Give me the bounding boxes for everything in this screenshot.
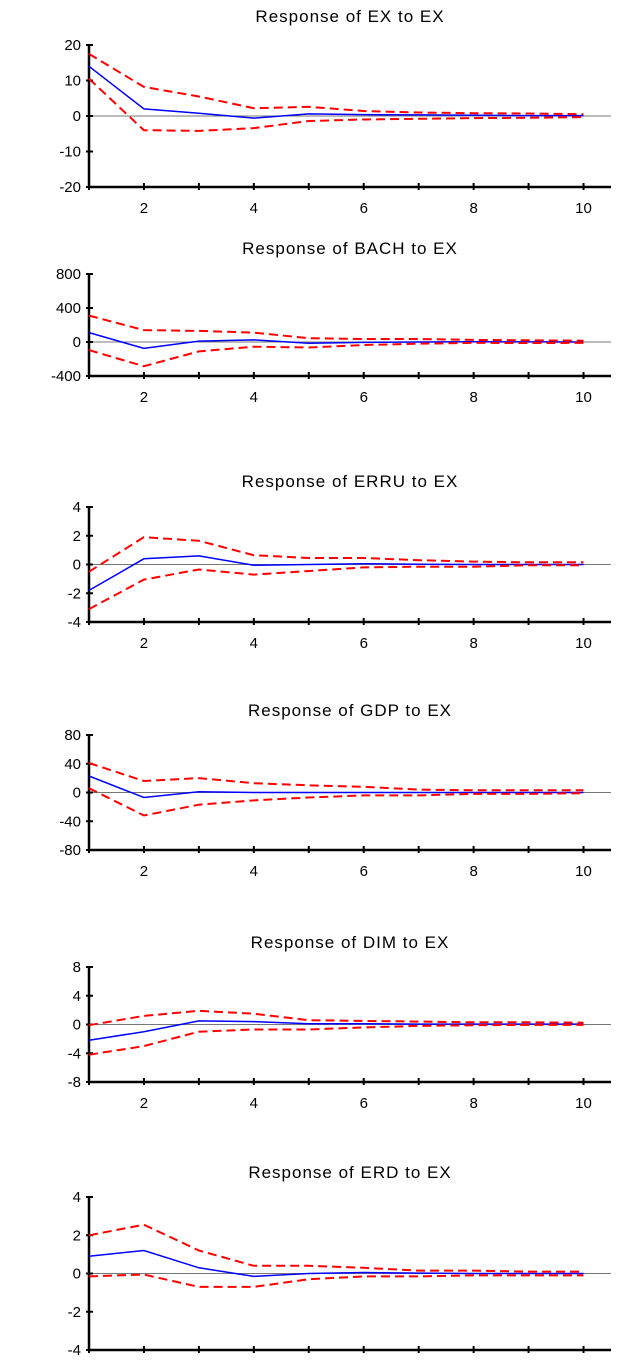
y-tick-label: -2: [68, 1304, 81, 1321]
lower-band-line: [88, 787, 584, 817]
panel-title: Response of GDP to EX: [248, 701, 452, 720]
lower-band-line: [88, 77, 584, 132]
y-tick-label: -400: [51, 368, 81, 385]
x-tick-label: 6: [360, 635, 368, 652]
y-tick-label: 0: [73, 557, 81, 574]
y-tick-label: -80: [59, 842, 81, 859]
panel-title: Response of DIM to EX: [251, 933, 450, 952]
response-line: [88, 1020, 584, 1042]
x-tick-label: 4: [250, 635, 258, 652]
y-tick-label: -2: [68, 585, 81, 602]
y-tick-label: -10: [59, 144, 81, 161]
x-tick-label: 8: [469, 1095, 477, 1112]
y-tick-label: 4: [73, 988, 81, 1005]
upper-band-line: [88, 1009, 584, 1027]
response-line: [88, 331, 584, 350]
irf-panel-2: Response of BACH to EX 800 400 0 -400 2 4 6 8 10: [51, 239, 611, 406]
x-tick-label: 10: [575, 863, 592, 880]
x-tick-label: 10: [575, 1095, 592, 1112]
x-tick-label: 4: [250, 200, 258, 217]
irf-panel-5: Response of DIM to EX 8 4 0 -4 -8 2 4 6 8 10: [68, 933, 611, 1112]
upper-band-line: [88, 536, 584, 573]
y-tick-label: 20: [64, 37, 81, 54]
y-tick-label: 0: [73, 1017, 81, 1034]
y-tick-label: -4: [68, 614, 81, 631]
y-tick-label: 2: [73, 1227, 81, 1244]
y-tick-label: -8: [68, 1074, 81, 1091]
x-tick-label: 2: [140, 200, 148, 217]
lower-band-line: [88, 1023, 584, 1056]
y-tick-label: 2: [73, 528, 81, 545]
x-tick-label: 4: [250, 389, 258, 406]
y-tick-label: 400: [56, 300, 81, 317]
y-tick-label: 0: [73, 334, 81, 351]
lower-band-line: [88, 1273, 584, 1288]
panel-title: Response of BACH to EX: [242, 239, 458, 258]
x-tick-label: 6: [360, 1095, 368, 1112]
lower-band-line: [88, 341, 584, 368]
y-tick-label: -40: [59, 813, 81, 830]
y-tick-label: 40: [64, 756, 81, 773]
irf-panel-1: Response of EX to EX 20 10 0 -10 -20 2 4 6 8 10: [59, 7, 611, 217]
x-tick-label: 4: [250, 863, 258, 880]
x-tick-label: 6: [360, 863, 368, 880]
response-line: [88, 775, 584, 799]
x-tick-label: 2: [140, 389, 148, 406]
response-line: [88, 65, 584, 119]
x-tick-label: 8: [469, 635, 477, 652]
x-tick-label: 8: [469, 863, 477, 880]
panel-title: Response of EX to EX: [255, 7, 444, 26]
upper-band-line: [88, 1223, 584, 1273]
x-tick-label: 4: [250, 1095, 258, 1112]
y-tick-label: 8: [73, 959, 81, 976]
upper-band-line: [88, 762, 584, 792]
upper-band-line: [88, 314, 584, 342]
irf-panel-4: Response of GDP to EX 80 40 0 -40 -80 2 4 6 8 10: [59, 701, 611, 880]
response-line: [88, 1249, 584, 1278]
x-tick-label: 2: [140, 1095, 148, 1112]
x-tick-label: 10: [575, 200, 592, 217]
panel-title: Response of ERRU to EX: [242, 472, 459, 491]
y-tick-label: -4: [68, 1045, 81, 1062]
x-tick-label: 2: [140, 863, 148, 880]
y-tick-label: 4: [73, 499, 81, 516]
x-tick-label: 2: [140, 635, 148, 652]
y-tick-label: -4: [68, 1342, 81, 1359]
y-tick-label: 10: [64, 73, 81, 90]
y-tick-label: 0: [73, 1266, 81, 1283]
response-line: [88, 555, 584, 592]
x-tick-label: 6: [360, 389, 368, 406]
y-tick-label: -20: [59, 179, 81, 196]
x-tick-label: 10: [575, 635, 592, 652]
x-tick-label: 6: [360, 200, 368, 217]
y-tick-label: 0: [73, 785, 81, 802]
y-tick-label: 4: [73, 1189, 81, 1206]
y-tick-label: 80: [64, 727, 81, 744]
x-tick-label: 10: [575, 389, 592, 406]
upper-band-line: [88, 53, 584, 116]
irf-panel-3: Response of ERRU to EX 4 2 0 -2 -4 2 4 6 8 10: [68, 472, 611, 652]
y-tick-label: 800: [56, 266, 81, 283]
panel-title: Response of ERD to EX: [248, 1163, 451, 1182]
x-tick-label: 8: [469, 200, 477, 217]
y-tick-label: 0: [73, 108, 81, 125]
lower-band-line: [88, 564, 584, 610]
x-tick-label: 8: [469, 389, 477, 406]
